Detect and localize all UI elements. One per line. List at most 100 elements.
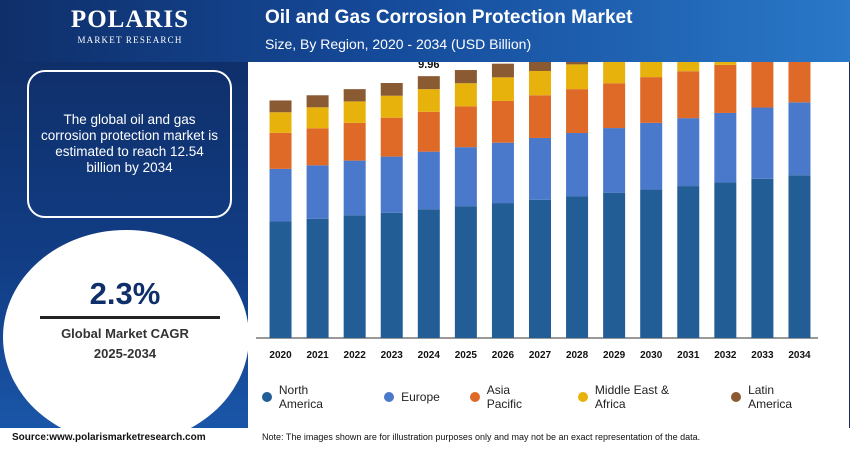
bar-2033-series-2 [751, 62, 774, 108]
cagr-circle [3, 230, 249, 444]
bar-2026-series-2 [491, 100, 514, 143]
bar-2032-series-2 [714, 64, 737, 113]
bar-2031-series-1 [677, 118, 700, 187]
bar-2032-series-1 [714, 112, 737, 183]
bar-2024-series-3 [417, 89, 440, 112]
x-tick-label: 2025 [455, 350, 478, 361]
bar-2021-series-2 [306, 128, 329, 166]
bar-2022-series-4 [343, 89, 366, 102]
bar-2033-series-0 [751, 178, 774, 338]
x-tick-label: 2020 [269, 350, 292, 361]
bar-2022-series-1 [343, 160, 366, 216]
bar-2021-series-0 [306, 218, 329, 338]
bar-2027-series-2 [529, 95, 551, 138]
bar-2022-series-0 [343, 215, 366, 338]
x-tick-label: 2023 [381, 350, 404, 361]
brand-logo: POLARIS MARKET RESEARCH [70, 6, 190, 46]
stacked-bar-chart: 2020 2021 2022 2023 2024 9.96 2025 2026 2027 2028… [256, 62, 818, 361]
bar-2024-series-0 [417, 209, 440, 338]
bar-2030-series-0 [640, 189, 663, 338]
bar-2034-series-1 [788, 102, 811, 176]
cagr-label-line2: 2025-2034 [93, 346, 157, 361]
bar-2029-series-3 [603, 62, 626, 84]
bar-2023-series-1 [380, 156, 403, 213]
bar-2021-series-3 [306, 107, 329, 129]
bar-2031-series-3 [677, 62, 700, 72]
bar-2031-series-0 [677, 186, 700, 338]
bar-2020-series-3 [269, 112, 292, 133]
legend-swatch [469, 392, 480, 402]
bar-2024-series-4 [417, 76, 440, 90]
bar-2031-series-2 [677, 71, 700, 119]
bar-2027-series-1 [529, 137, 551, 200]
bar-2022-series-3 [343, 101, 366, 123]
bar-2026-series-4 [491, 63, 514, 78]
legend-item: Middle East & Africa [578, 383, 701, 411]
bar-2030-series-3 [640, 62, 663, 78]
bar-2030-series-2 [640, 77, 663, 123]
bar-2029-series-0 [603, 192, 626, 338]
bar-2030-series-1 [640, 122, 663, 190]
bar-2027-series-0 [529, 199, 551, 338]
data-label-annotation: 9.96 [418, 62, 439, 71]
legend-label: Latin America [748, 383, 793, 411]
legend-swatch [262, 392, 272, 402]
x-tick-label: 2034 [788, 350, 811, 361]
bar-2023-series-2 [380, 117, 403, 157]
bar-2023-series-0 [380, 212, 403, 338]
info-text: The global oil and gas corrosion protect… [40, 112, 219, 175]
chart-legend: North America Europe Asia Pacific Middle Ea… [262, 383, 850, 411]
bar-2022-series-2 [343, 122, 366, 161]
bar-2023-series-3 [380, 95, 403, 118]
cagr-value: 2.3% [89, 276, 161, 311]
chart-subtitle: Size, By Region, 2020 - 2034 (USD Billio… [265, 36, 532, 52]
bar-2023-series-4 [380, 83, 403, 96]
legend-swatch [731, 392, 742, 402]
x-tick-label: 2026 [492, 350, 515, 361]
footer-bar [0, 428, 850, 450]
bar-2021-series-1 [306, 165, 329, 219]
bar-2024-series-2 [417, 111, 440, 152]
bar-2028-series-4 [566, 62, 589, 65]
x-tick-label: 2022 [344, 350, 367, 361]
bar-2028-series-3 [566, 64, 589, 90]
bar-2026-series-1 [491, 142, 514, 204]
x-tick-label: 2024 [418, 350, 441, 361]
x-tick-label: 2027 [529, 350, 552, 361]
legend-label: North America [278, 383, 323, 411]
bar-2027-series-3 [529, 70, 551, 96]
x-tick-label: 2032 [714, 350, 737, 361]
cagr-label: Global Market CAGR 2025-2034 [0, 324, 250, 364]
bar-2020-series-2 [269, 132, 292, 169]
x-tick-label: 2021 [306, 350, 329, 361]
legend-item: Latin America [731, 383, 820, 411]
bar-2026-series-0 [491, 203, 514, 338]
legend-swatch [578, 392, 588, 402]
bar-2025-series-3 [454, 83, 477, 107]
info-box: The global oil and gas corrosion protect… [27, 70, 232, 218]
x-tick-label: 2033 [751, 350, 774, 361]
legend-item: Asia Pacific [469, 383, 548, 411]
bar-2020-series-0 [269, 221, 292, 338]
cagr-divider [40, 316, 220, 319]
cagr-label-line1: Global Market CAGR [61, 326, 189, 341]
bar-2020-series-1 [269, 168, 292, 222]
header-banner: POLARIS MARKET RESEARCH Oil and Gas Corr… [0, 0, 850, 62]
bar-2024-series-1 [417, 151, 440, 210]
source-text: Source:www.polarismarketresearch.com [12, 432, 206, 443]
bar-2034-series-2 [788, 62, 811, 103]
bar-2025-series-1 [454, 147, 477, 207]
bar-2025-series-2 [454, 106, 477, 148]
bar-2033-series-1 [751, 107, 774, 179]
bar-2028-series-2 [566, 89, 589, 134]
bar-2026-series-3 [491, 77, 514, 101]
bar-2025-series-0 [454, 206, 477, 338]
x-tick-label: 2031 [677, 350, 700, 361]
bar-2021-series-4 [306, 95, 329, 108]
bar-2029-series-1 [603, 128, 626, 193]
legend-label: Europe [401, 390, 440, 404]
brand-name: POLARIS [70, 6, 190, 33]
x-tick-label: 2029 [603, 350, 626, 361]
brand-subtitle: MARKET RESEARCH [77, 35, 183, 45]
bar-2032-series-0 [714, 182, 737, 338]
